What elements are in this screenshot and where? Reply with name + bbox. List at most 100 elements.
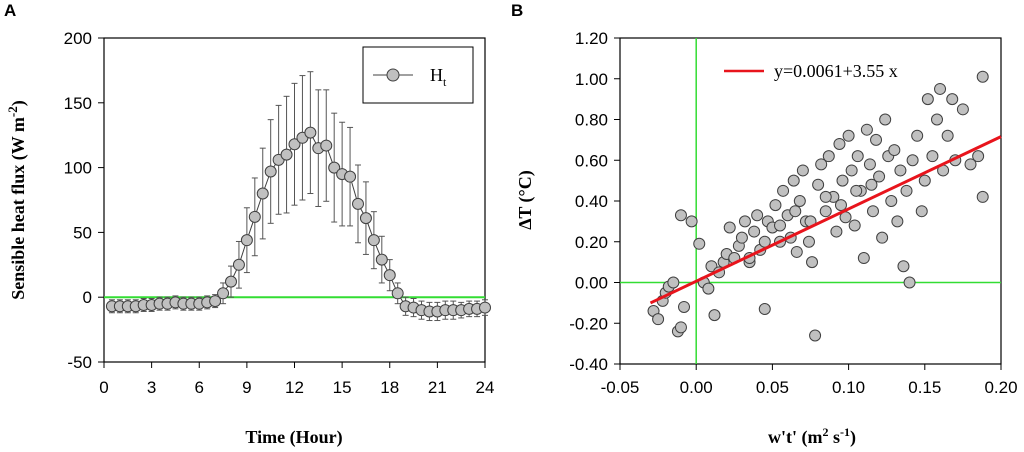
panel-b-x-tick-label: -0.05 (601, 378, 640, 397)
panel-b: B -0.05 0.00 0.05 0.10 0.15 0.20 -0.40 -0.20 0.0… (511, 1, 1018, 448)
scatter-point (930, 113, 943, 126)
scatter-point (819, 190, 832, 203)
data-point (479, 301, 491, 314)
fit-legend-label: y=0.0061+3.55 x (774, 61, 898, 81)
scatter-point (976, 190, 989, 203)
scatter-point (946, 93, 959, 106)
panel-a-x-axis-title: Time (Hour) (245, 427, 342, 448)
panel-a-y-tick-label: 100 (64, 159, 92, 178)
panel-a-y-tick-label: 0 (83, 288, 92, 307)
scatter-point (735, 231, 748, 244)
scatter-point (789, 205, 802, 218)
panel-b-legend: y=0.0061+3.55 x (724, 61, 898, 81)
scatter-point (906, 154, 919, 167)
scatter-point (888, 144, 901, 157)
scatter-point (702, 282, 715, 295)
scatter-point (777, 184, 790, 197)
scatter-point (941, 129, 954, 142)
panel-b-y-tick-label: -0.40 (569, 355, 608, 374)
scatter-point (708, 309, 721, 322)
panel-b-y-tick-label: 1.20 (575, 29, 608, 48)
panel-a-series (105, 71, 491, 322)
panel-a-x-tick-label: 9 (242, 378, 251, 397)
scatter-point (674, 321, 687, 334)
panel-b-fit-line (649, 135, 1002, 305)
data-point (240, 234, 253, 247)
scatter-point (723, 221, 736, 234)
panel-a-x-tick-label: 0 (99, 378, 108, 397)
scatter-point (652, 313, 665, 326)
panel-b-x-tick-label: 0.20 (984, 378, 1017, 397)
scatter-point (894, 164, 907, 177)
panel-a-x-tick-label: 24 (476, 378, 495, 397)
data-point (320, 139, 333, 152)
scatter-point (796, 164, 809, 177)
data-point (344, 170, 357, 183)
panel-b-x-tick-label: 0.05 (756, 378, 789, 397)
data-point (256, 187, 269, 200)
scatter-point (918, 174, 931, 187)
scatter-point (866, 205, 879, 218)
scatter-point (860, 123, 873, 136)
panel-a-y-tick-label: -50 (67, 353, 92, 372)
data-point (288, 138, 301, 151)
scatter-point (921, 93, 934, 106)
panel-b-x-tick-label: 0.10 (832, 378, 865, 397)
scatter-point (830, 225, 843, 238)
scatter-point (903, 276, 916, 289)
panel-a-label: A (4, 1, 16, 20)
scatter-point (787, 174, 800, 187)
scatter-point (848, 219, 861, 232)
legend-marker (386, 68, 400, 82)
scatter-point (873, 170, 886, 183)
panel-b-y-tick-label: 0.00 (575, 274, 608, 293)
panel-a: A 0 3 6 9 12 15 18 21 24 -50 0 50 100 150 200 Ht Time … (4, 1, 494, 448)
panel-a-y-axis-title: Sensible heat flux (W m-2) (5, 100, 29, 300)
panel-b-points (647, 70, 989, 342)
panel-a-x-tick-label: 21 (428, 378, 447, 397)
scatter-point (774, 219, 787, 232)
scatter-point (748, 225, 761, 238)
scatter-point (865, 178, 878, 191)
scatter-point (693, 237, 706, 250)
scatter-point (897, 260, 910, 273)
scatter-point (738, 215, 751, 228)
scatter-point (806, 256, 819, 269)
panel-b-axes: -0.05 0.00 0.05 0.10 0.15 0.20 -0.40 -0.20 0.00 0… (569, 29, 1017, 397)
data-point (383, 269, 396, 282)
scatter-point (851, 150, 864, 163)
data-point (352, 197, 364, 210)
panel-a-x-tick-label: 3 (147, 378, 156, 397)
data-point (367, 234, 380, 247)
panel-b-label: B (511, 1, 523, 20)
panel-b-y-tick-label: 1.00 (575, 70, 608, 89)
scatter-point (911, 129, 924, 142)
scatter-point (674, 209, 687, 222)
scatter-point (819, 205, 832, 218)
scatter-point (857, 252, 870, 265)
data-point (328, 161, 341, 174)
scatter-point (870, 133, 883, 146)
panel-a-y-tick-label: 50 (73, 223, 92, 242)
scatter-point (815, 158, 828, 171)
scatter-point (822, 150, 835, 163)
scatter-point (863, 158, 876, 171)
panel-a-x-tick-label: 6 (195, 378, 204, 397)
panel-b-x-axis-title: w't' (m2 s-1) (768, 425, 856, 448)
scatter-point (836, 174, 849, 187)
data-point (391, 287, 404, 300)
panel-b-y-tick-label: -0.20 (569, 314, 608, 333)
data-point (264, 165, 277, 178)
legend-label: Ht (430, 65, 447, 89)
data-point (225, 275, 237, 288)
scatter-point (885, 195, 898, 207)
scatter-point (751, 209, 764, 222)
scatter-point (685, 215, 698, 228)
scatter-point (802, 235, 815, 248)
scatter-point (972, 150, 985, 163)
scatter-point (956, 103, 969, 116)
panel-b-x-tick-label: 0.00 (680, 378, 713, 397)
panel-a-axes: 0 3 6 9 12 15 18 21 24 -50 0 50 100 150 200 (64, 29, 495, 397)
panel-b-x-tick-label: 0.15 (908, 378, 941, 397)
